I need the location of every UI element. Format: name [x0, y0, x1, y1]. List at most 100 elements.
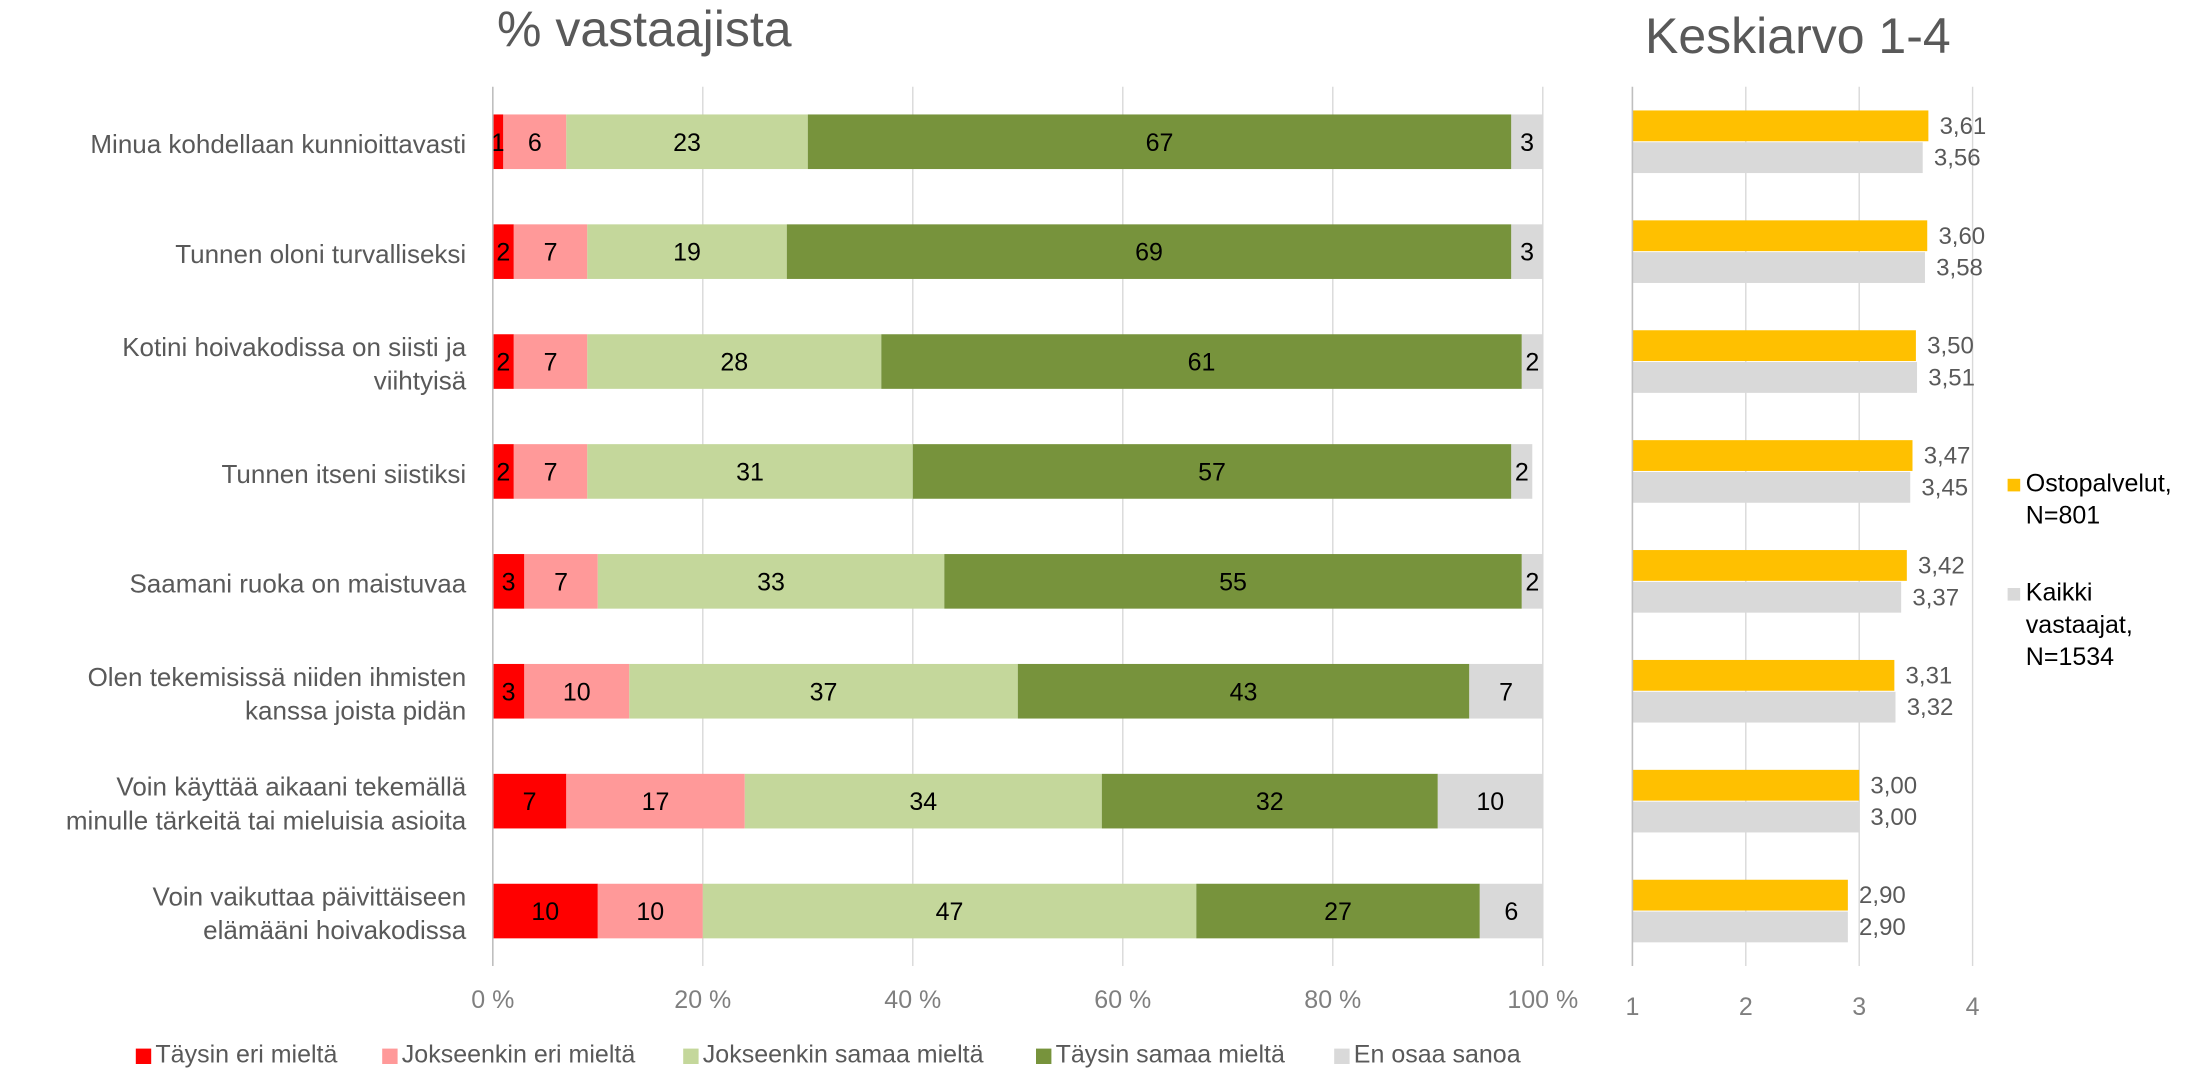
- stacked-bar-data-label: 32: [1256, 788, 1284, 816]
- stacked-bar-data-label: 7: [1499, 678, 1513, 706]
- mean-bar-data-label: 3,32: [1907, 694, 1954, 721]
- category-label: elämääni hoivakodissa: [203, 915, 467, 945]
- category-label: Voin vaikuttaa päivittäiseen: [153, 882, 467, 912]
- stacked-bar-segment: [1479, 883, 1543, 939]
- stacked-bar-segment: [492, 773, 567, 829]
- stacked-bar-segment: [1521, 334, 1543, 389]
- mean-x-tick-label-2: 2: [1739, 993, 1753, 1021]
- stacked-x-tick-label-20: 20 %: [674, 986, 731, 1014]
- mean-bar-data-label: 3,37: [1912, 584, 1959, 611]
- category-label: Kotini hoivakodissa on siisti ja: [122, 332, 466, 362]
- mean-bar-data-label: 3,00: [1870, 772, 1917, 799]
- legend-label: Jokseenkin samaa mieltä: [703, 1041, 984, 1068]
- stacked-bar-segment: [566, 114, 808, 170]
- stacked-bar-segment: [503, 114, 567, 170]
- stacked-bar-data-label: 33: [757, 568, 785, 596]
- category-label: Voin käyttää aikaani tekemällä: [116, 772, 466, 802]
- mean-bar-data-label: 3,42: [1918, 552, 1965, 579]
- mean-bar-data-label: 3,45: [1921, 474, 1968, 501]
- stacked-bar-segment: [807, 114, 1512, 170]
- gridlines: [702, 86, 1974, 966]
- stacked-bar-segment: [881, 334, 1522, 389]
- stacked-x-tick-label-60: 60 %: [1094, 986, 1151, 1014]
- mean-bar-data-label: 3,51: [1928, 364, 1975, 391]
- mean-bar: [1632, 691, 1896, 723]
- mean-bar-data-label: 3,00: [1870, 804, 1917, 831]
- stacked-bar-data-label: 47: [936, 898, 964, 926]
- mean-bar-data-label: 3,31: [1906, 662, 1953, 689]
- side-legend-swatch: [2007, 478, 2021, 492]
- stacked-bar-data-label: 3: [1520, 239, 1534, 267]
- stacked-bar-data-label: 2: [1525, 568, 1539, 596]
- legend-label: Täysin samaa mieltä: [1056, 1041, 1285, 1068]
- category-label: minulle tärkeitä tai mieluisia asioita: [66, 805, 467, 835]
- category-label: Saamani ruoka on maistuvaa: [129, 569, 466, 599]
- chart-titles: % vastaajista Keskiarvo 1-4: [497, 1, 1951, 64]
- stacked-bar-segment: [786, 224, 1512, 279]
- category-label: viihtyisä: [374, 366, 467, 396]
- mean-bar: [1632, 110, 1929, 142]
- stacked-x-tick-label-80: 80 %: [1304, 986, 1361, 1014]
- stacked-bar-data-label: 2: [496, 458, 510, 486]
- stacked-bar-data-label: 34: [909, 788, 937, 816]
- stacked-bar-segment: [587, 224, 787, 279]
- stacked-bar-data-label: 10: [1476, 788, 1504, 816]
- stacked-bar-data-label: 2: [496, 349, 510, 377]
- stacked-bar-data-label: 10: [531, 898, 559, 926]
- stacked-bar-data-label: 2: [496, 239, 510, 267]
- stacked-bar-segment: [524, 554, 598, 609]
- stacked-bar-data-label: 61: [1188, 349, 1216, 377]
- mean-bar: [1632, 142, 1923, 174]
- mean-x-tick-label-1: 1: [1625, 993, 1639, 1021]
- stacked-bar-data-label: 37: [810, 678, 838, 706]
- mean-bars: 3,61 3,56 3,60 3,58 3,50 3,51 3,47 3,45 3,42 3,37…: [1632, 110, 1986, 943]
- mean-bar: [1632, 801, 1860, 833]
- side-legend-label: vastaajat,: [2026, 611, 2133, 639]
- stacked-bar-segment: [566, 773, 745, 829]
- stacked-bar-data-label: 67: [1146, 129, 1174, 157]
- mean-bar: [1632, 550, 1907, 581]
- mean-x-tick-label-4: 4: [1966, 993, 1980, 1021]
- stacked-bar-data-label: 10: [636, 898, 664, 926]
- stacked-bar-data-label: 3: [502, 568, 516, 596]
- legend-swatch: [1036, 1048, 1052, 1064]
- mean-bar-data-label: 2,90: [1859, 914, 1906, 941]
- stacked-bar-data-label: 1: [491, 129, 505, 157]
- stacked-bar-segment: [513, 334, 588, 389]
- stacked-bar-segment: [1511, 224, 1543, 279]
- category-label: kanssa joista pidän: [245, 695, 466, 725]
- stacked-bars: 1 6 23 67 32 7 19 69 32 7 28 61 22 7 31 57 23 7 33 55 23 10 37…: [491, 114, 1543, 939]
- mean-bar: [1632, 362, 1918, 393]
- stacked-bar-segment: [1511, 444, 1533, 499]
- stacked-bar-segment: [1521, 554, 1543, 609]
- stacked-bar-segment: [492, 224, 514, 279]
- mean-chart-title: Keskiarvo 1-4: [1645, 8, 1951, 64]
- stacked-bar-data-label: 27: [1324, 898, 1352, 926]
- stacked-bar-segment: [524, 663, 630, 719]
- mean-bar-data-label: 3,58: [1936, 255, 1983, 282]
- stacked-bar-data-label: 6: [528, 129, 542, 157]
- stacked-bar-segment: [492, 334, 514, 389]
- stacked-bar-segment: [597, 554, 945, 609]
- stacked-bar-data-label: 7: [544, 239, 558, 267]
- stacked-bar-segment: [944, 554, 1522, 609]
- legend-label: Jokseenkin eri mieltä: [402, 1041, 636, 1068]
- stacked-bar-data-label: 3: [502, 678, 516, 706]
- stacked-bar-data-label: 55: [1219, 568, 1247, 596]
- mean-bar: [1632, 330, 1916, 362]
- stacked-bar-data-label: 2: [1525, 349, 1539, 377]
- side-legend-label: N=1534: [2026, 643, 2114, 671]
- legend-swatch: [382, 1048, 398, 1064]
- mean-bar: [1632, 471, 1911, 503]
- stacked-bar-segment: [492, 114, 504, 170]
- stacked-bar-segment: [1196, 883, 1480, 939]
- axes: 0 % 20 % 40 % 60 % 80 % 100 % 1 2 3 4: [471, 86, 1980, 1021]
- side-legend-label: Ostopalvelut,: [2026, 469, 2172, 497]
- mean-bar: [1632, 252, 1925, 283]
- stacked-bar-data-label: 43: [1230, 678, 1258, 706]
- stacked-bar-data-label: 69: [1135, 239, 1163, 267]
- legend-swatch: [683, 1048, 699, 1064]
- stacked-bar-segment: [1511, 114, 1543, 170]
